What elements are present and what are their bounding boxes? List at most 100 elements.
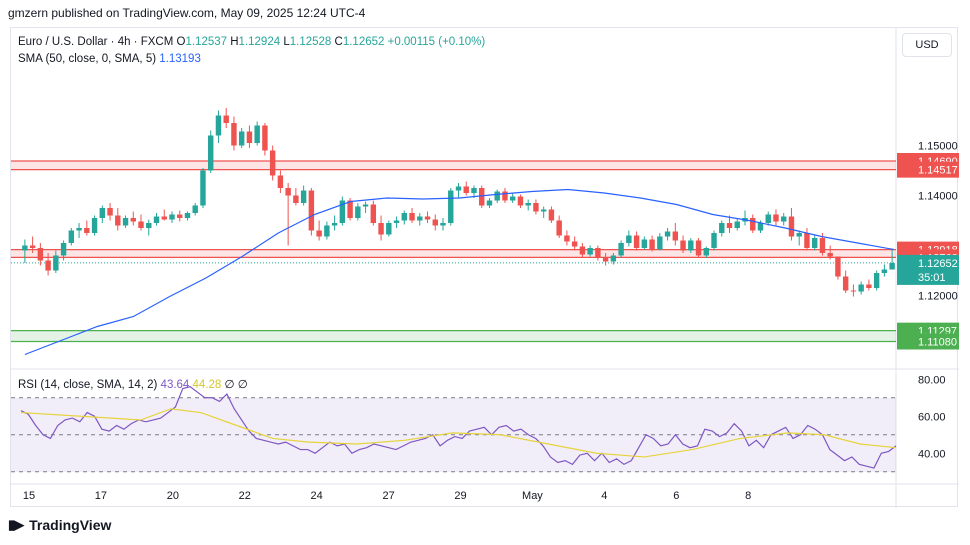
candle-body: [122, 218, 129, 226]
candle-body: [84, 228, 90, 233]
change-value: +0.00115 (+0.10%): [387, 36, 486, 48]
time-tick-label: 22: [239, 490, 251, 502]
price-level-label: 1.11080: [918, 337, 957, 349]
candle-body: [595, 248, 601, 258]
price-level-label: 1.14517: [918, 165, 958, 177]
time-tick-label: 20: [167, 490, 179, 502]
price-tick-label: 1.15000: [918, 141, 958, 153]
candle-body: [68, 230, 75, 243]
chart-canvas[interactable]: 1.150001.140001.120001.146901.145171.129…: [11, 28, 959, 508]
candle-body: [409, 213, 415, 221]
rsi-tick-label: 60.00: [918, 411, 946, 423]
candle-body: [29, 245, 36, 248]
high-label: H: [230, 36, 239, 48]
candle-body: [99, 208, 106, 218]
candle-body: [60, 243, 67, 256]
candle-body: [781, 216, 787, 222]
candle-body: [37, 248, 44, 261]
price-level-label-bg: [897, 161, 959, 178]
candle-body: [130, 218, 136, 222]
candle-body: [556, 220, 562, 236]
candle-body: [804, 233, 810, 248]
candle-body: [757, 223, 764, 231]
candle-body: [819, 238, 826, 253]
time-tick-label: 8: [745, 490, 751, 502]
candle-body: [564, 235, 570, 242]
candle-body: [339, 200, 346, 223]
sma-value: 1.13193: [159, 53, 201, 65]
candle-body: [45, 260, 51, 271]
time-tick-label: 17: [95, 490, 107, 502]
low-label: L: [283, 36, 290, 48]
current-price-label: 1.12652: [918, 258, 958, 270]
candle-body: [579, 246, 586, 255]
currency-selector[interactable]: USD: [902, 33, 952, 57]
candle-body: [169, 214, 175, 220]
candle-body: [455, 186, 462, 191]
candle-body: [711, 233, 717, 248]
countdown-label: 35:01: [918, 272, 946, 284]
resistance-zone-0: [11, 161, 896, 170]
main-legend: Euro / U.S. Dollar · 4h · FXCM O1.12537 …: [18, 34, 485, 68]
candle-body: [664, 231, 671, 237]
candle-body: [680, 240, 686, 251]
attribution: gmzern published on TradingView.com, May…: [8, 6, 366, 20]
time-tick-label: 4: [601, 490, 607, 502]
candle-body: [695, 240, 702, 256]
candle-body: [633, 235, 640, 248]
time-tick-label: 24: [311, 490, 323, 502]
candle-body: [254, 125, 260, 143]
candle-body: [773, 214, 779, 222]
candle-body: [424, 216, 431, 220]
rsi-tick-label: 80.00: [918, 374, 946, 386]
candle-body: [587, 248, 593, 255]
candle-body: [393, 220, 400, 223]
candle-body: [827, 253, 833, 257]
rsi-value: 43.64: [160, 379, 190, 391]
candle-body: [115, 215, 121, 226]
candle-body: [842, 276, 849, 291]
candle-body: [858, 284, 864, 292]
candle-body: [657, 236, 663, 250]
time-tick-label: 15: [23, 490, 35, 502]
open-value: 1.12537: [185, 36, 228, 48]
sma-line: [24, 188, 894, 356]
sma-label[interactable]: SMA (50, close, 0, SMA, 5): [18, 53, 157, 65]
candle-body: [208, 135, 214, 171]
open-label: O: [176, 36, 186, 48]
candle-body: [269, 150, 276, 176]
candle-body: [347, 200, 353, 218]
rsi-legend: RSI (14, close, SMA, 14, 2) 43.64 44.28 …: [18, 377, 248, 391]
candle-body: [300, 190, 307, 203]
candle-body: [788, 216, 795, 237]
candle-body: [719, 223, 725, 233]
candle-body: [417, 216, 423, 221]
candle-body: [649, 239, 655, 250]
candle-body: [509, 196, 516, 201]
candle-body: [548, 209, 555, 221]
candle-body: [370, 204, 377, 223]
footer-brand[interactable]: TradingView: [29, 517, 112, 533]
candle-body: [53, 255, 59, 271]
chart-frame[interactable]: 1.150001.140001.120001.146901.145171.129…: [10, 27, 959, 508]
candle-body: [873, 273, 880, 288]
candle-body: [246, 131, 253, 143]
candle-body: [401, 213, 408, 221]
candle-body: [750, 218, 756, 231]
price-tick-label: 1.14000: [918, 191, 958, 203]
time-tick-label: May: [522, 490, 543, 502]
rsi-label[interactable]: RSI (14, close, SMA, 14, 2): [18, 379, 158, 391]
current-price-label-bg: [897, 254, 959, 285]
candle-body: [161, 216, 167, 220]
symbol-label[interactable]: Euro / U.S. Dollar · 4h · FXCM: [18, 36, 174, 48]
candle-body: [602, 258, 609, 262]
rsi-sma-value: 44.28: [192, 379, 222, 391]
candle-body: [153, 216, 160, 223]
candle-body: [22, 245, 28, 251]
footer: ▮▶ TradingView: [8, 517, 111, 533]
close-value: 1.12652: [342, 36, 385, 48]
candle-body: [324, 225, 330, 237]
candle-body: [618, 243, 624, 256]
candle-body: [889, 263, 895, 270]
support-zone-2: [11, 330, 896, 342]
